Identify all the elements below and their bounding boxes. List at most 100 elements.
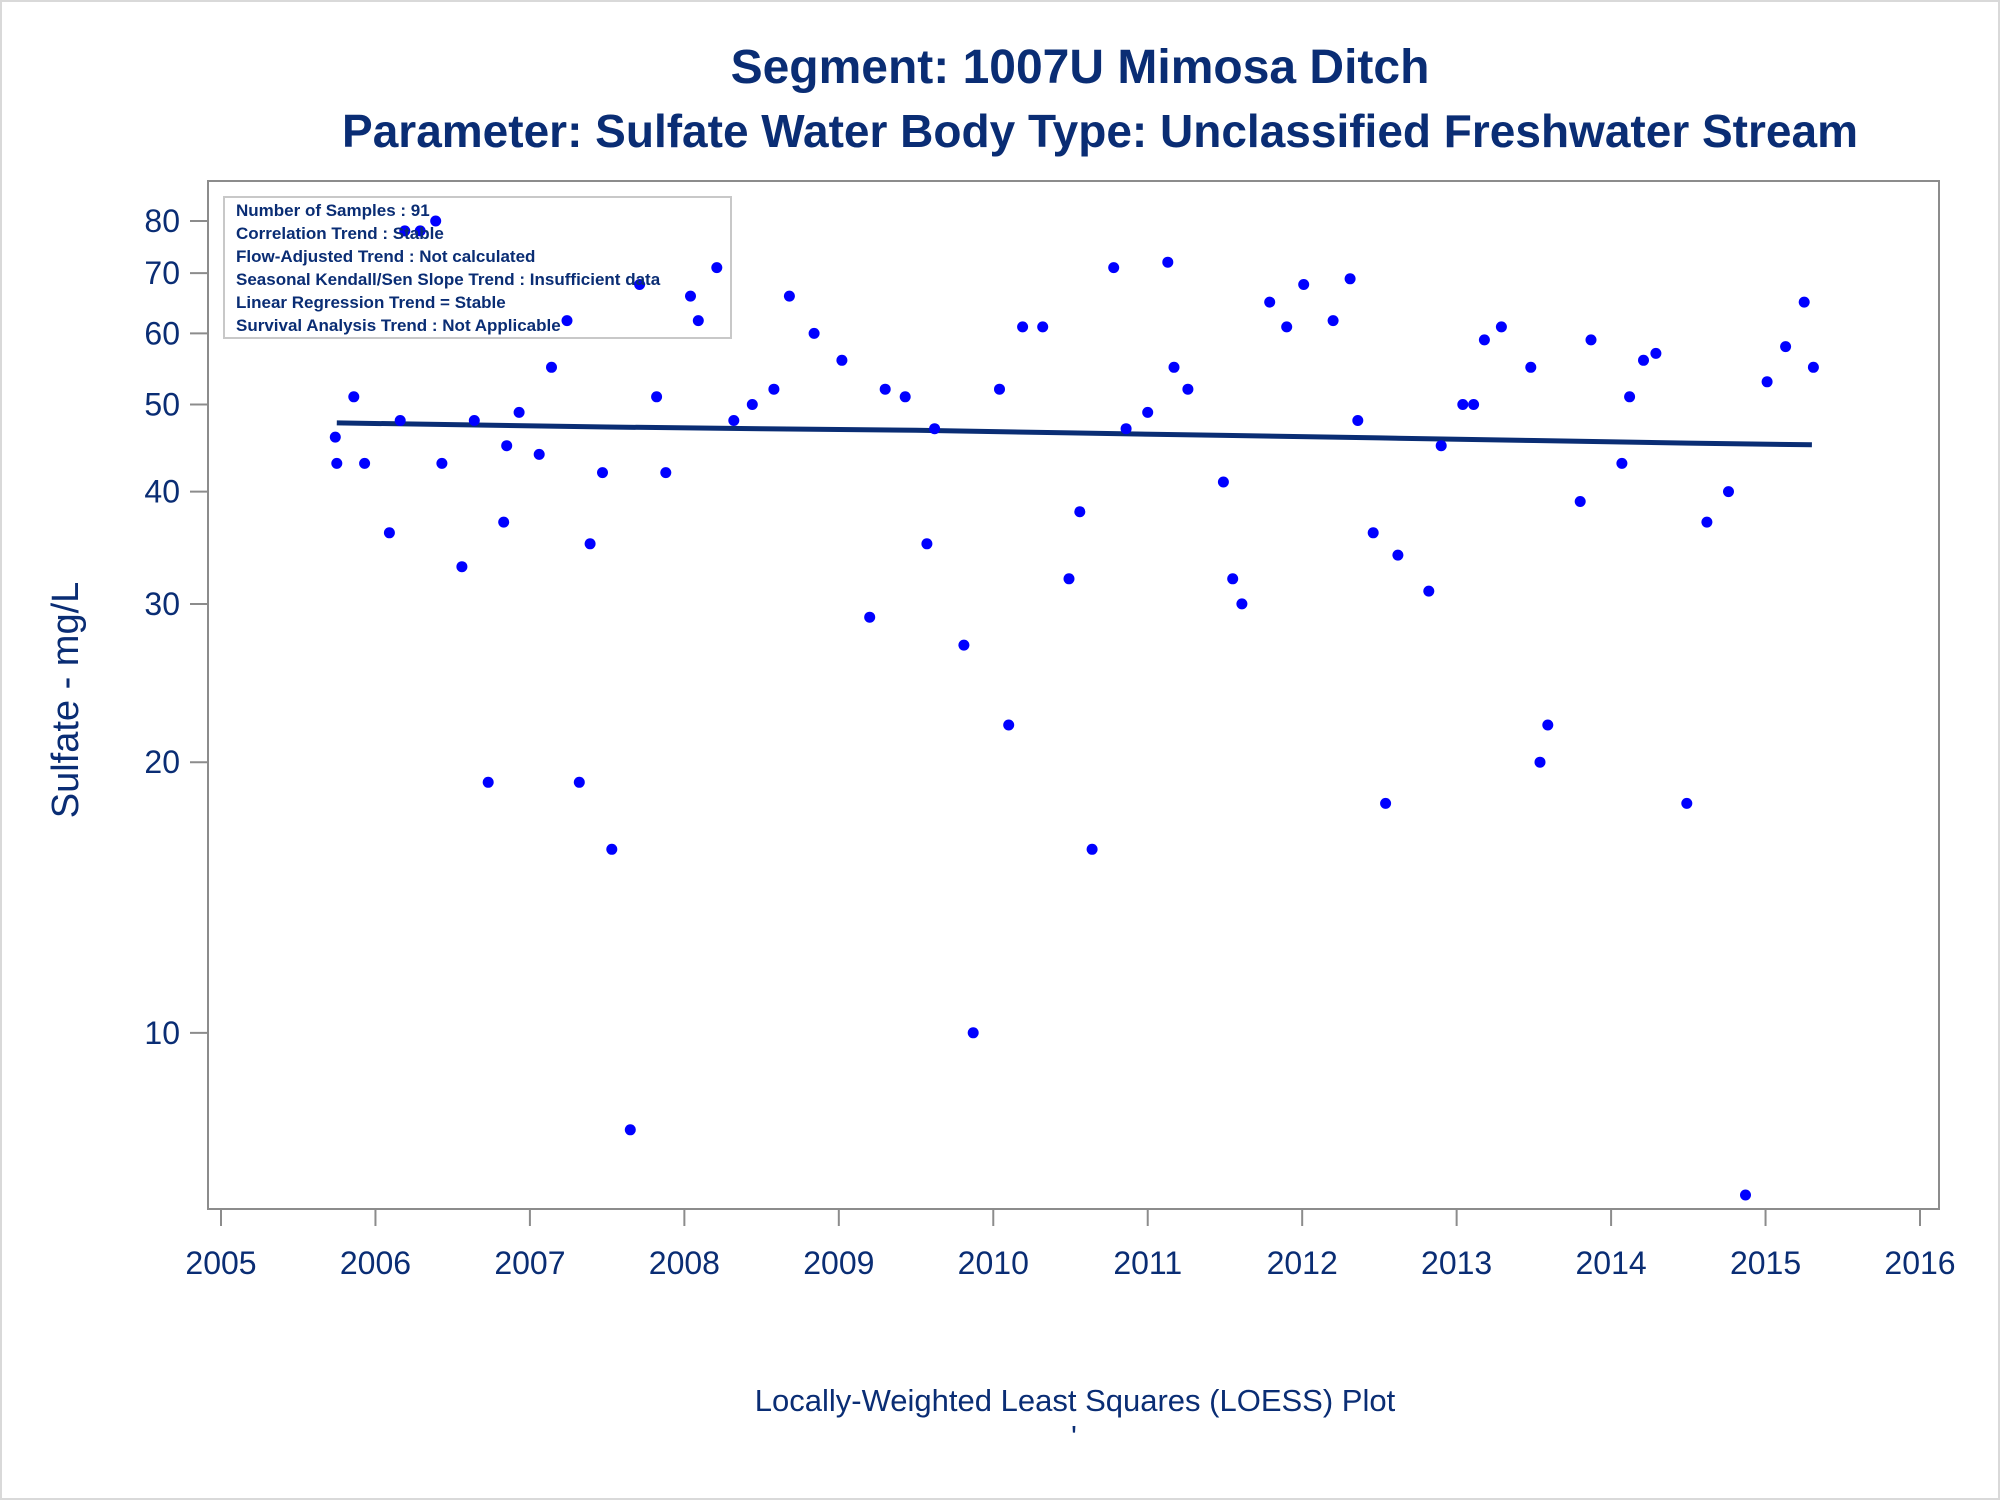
- data-point: [1650, 347, 1662, 359]
- data-point: [651, 391, 663, 403]
- footnote-mark: ': [1071, 1419, 1077, 1454]
- info-line-survival-analysis: Survival Analysis Trend : Not Applicable: [236, 316, 561, 335]
- data-point: [899, 391, 911, 403]
- data-point: [1534, 756, 1546, 768]
- data-point: [1616, 457, 1628, 469]
- y-tick-label: 10: [144, 1015, 180, 1051]
- y-tick-label: 80: [144, 203, 180, 239]
- data-point: [1723, 486, 1734, 498]
- data-point: [879, 383, 891, 395]
- data-point: [1392, 549, 1404, 561]
- data-point: [1798, 296, 1810, 308]
- data-point: [1236, 598, 1248, 610]
- x-tick-label: 2011: [1113, 1245, 1182, 1281]
- data-point: [660, 467, 672, 479]
- data-point: [348, 391, 360, 403]
- data-point: [746, 399, 758, 410]
- y-tick-label: 60: [144, 315, 180, 351]
- trend-line-layer: [336, 420, 1812, 448]
- data-point: [692, 315, 704, 327]
- data-point: [1542, 719, 1554, 731]
- x-tick-label: 2014: [1575, 1245, 1646, 1281]
- data-point: [436, 457, 448, 469]
- data-point: [1298, 279, 1310, 290]
- data-point: [685, 290, 696, 302]
- info-box-frame: [223, 196, 732, 339]
- y-axis-label: Sulfate - mg/L: [45, 582, 87, 819]
- data-point: [1740, 1189, 1751, 1201]
- data-point: [1468, 399, 1480, 410]
- info-line-correlation: Correlation Trend : Stable: [236, 224, 444, 243]
- data-point: [1327, 315, 1339, 327]
- chart-title: Segment: 1007U Mimosa Ditch: [731, 41, 1430, 94]
- info-line-linear-regression: Linear Regression Trend = Stable: [236, 293, 506, 312]
- data-point: [967, 1027, 979, 1039]
- y-tick-label: 70: [144, 255, 180, 291]
- data-point: [482, 776, 494, 788]
- x-tick-label: 2005: [185, 1245, 256, 1281]
- data-point: [329, 431, 341, 443]
- data-point: [456, 561, 468, 573]
- info-line-seasonal-kendall: Seasonal Kendall/Sen Slope Trend : Insuf…: [236, 270, 661, 289]
- data-point: [1367, 527, 1379, 539]
- x-tick-label: 2013: [1421, 1245, 1492, 1281]
- data-point: [1120, 423, 1132, 435]
- data-point: [1182, 383, 1194, 395]
- y-tick-label: 20: [144, 744, 180, 780]
- data-point: [921, 538, 933, 550]
- data-point: [1003, 719, 1015, 731]
- data-point: [501, 440, 513, 452]
- data-point: [929, 423, 941, 435]
- data-point: [1525, 361, 1537, 373]
- data-point: [1624, 391, 1636, 403]
- data-point: [399, 225, 411, 237]
- data-point: [768, 383, 780, 395]
- data-point: [383, 527, 395, 539]
- y-tick-label: 30: [144, 586, 180, 622]
- data-point: [1585, 334, 1597, 346]
- data-point: [1063, 573, 1075, 585]
- data-point: [1074, 506, 1086, 518]
- data-point: [1037, 321, 1049, 333]
- data-point: [1638, 354, 1649, 366]
- data-point: [606, 843, 618, 855]
- data-point: [1761, 376, 1773, 388]
- info-line-flow-adjusted: Flow-Adjusted Trend : Not calculated: [236, 247, 535, 266]
- data-point: [498, 516, 510, 528]
- data-point: [836, 354, 848, 366]
- data-point: [331, 457, 343, 469]
- x-tick-label: 2016: [1884, 1245, 1955, 1281]
- data-point: [1264, 296, 1276, 308]
- x-tick-label: 2010: [958, 1245, 1029, 1281]
- data-point: [1086, 843, 1098, 855]
- x-tick-label: 2007: [494, 1245, 565, 1281]
- x-tick-label: 2006: [340, 1245, 411, 1281]
- plot-area-border: [207, 180, 1940, 1210]
- data-point: [1017, 321, 1029, 333]
- loess-trend-line: [336, 420, 1812, 448]
- y-tick-label: 40: [144, 474, 180, 510]
- x-tick-label: 2009: [803, 1245, 874, 1281]
- x-tick-label: 2015: [1730, 1245, 1801, 1281]
- data-point: [561, 315, 573, 327]
- data-point: [394, 415, 406, 426]
- data-point: [1457, 399, 1469, 410]
- data-point: [728, 415, 740, 426]
- data-point: [468, 415, 480, 426]
- data-point: [1681, 797, 1693, 809]
- data-point: [533, 448, 545, 460]
- data-point: [1380, 797, 1392, 809]
- data-point: [624, 1124, 636, 1136]
- data-point: [1162, 256, 1174, 268]
- data-point: [864, 611, 876, 623]
- info-box: Number of Samples : 91 Correlation Trend…: [223, 196, 732, 339]
- data-point: [414, 225, 426, 237]
- data-point: [573, 776, 585, 788]
- data-point: [1108, 262, 1120, 274]
- data-point: [1478, 334, 1490, 346]
- data-point: [513, 406, 525, 418]
- x-axis: 2005 2006 2007 2008 2009 2010 2011 2012 2013 2014…: [185, 1209, 1956, 1281]
- data-point: [783, 290, 795, 302]
